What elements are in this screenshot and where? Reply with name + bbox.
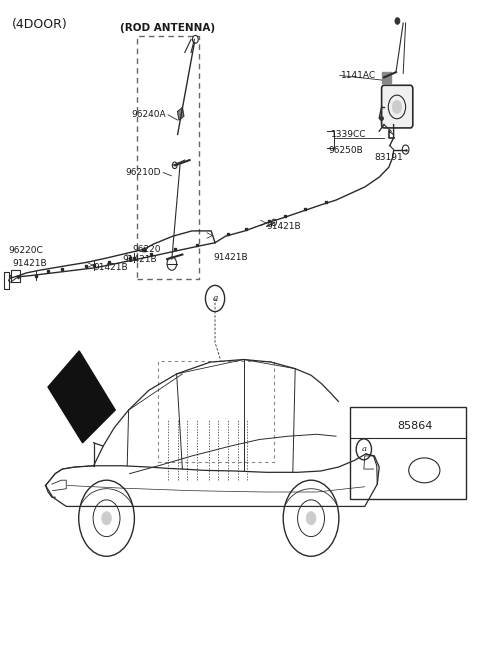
- Text: 96210D: 96210D: [125, 168, 161, 177]
- Text: 1339CC: 1339CC: [331, 130, 367, 139]
- Text: 91421B: 91421B: [122, 255, 157, 264]
- Bar: [158, 361, 274, 462]
- Polygon shape: [48, 351, 115, 443]
- Bar: [350, 407, 466, 499]
- Text: 96250B: 96250B: [329, 146, 363, 155]
- Text: (ROD ANTENNA): (ROD ANTENNA): [120, 23, 216, 33]
- Text: 83191: 83191: [374, 153, 403, 162]
- Circle shape: [395, 18, 400, 24]
- Text: 91421B: 91421B: [214, 253, 248, 262]
- Text: 96220C: 96220C: [9, 246, 43, 255]
- Bar: [137, 36, 199, 279]
- Polygon shape: [178, 108, 184, 120]
- Circle shape: [392, 100, 402, 113]
- Text: 91421B: 91421B: [94, 263, 128, 272]
- Text: (4DOOR): (4DOOR): [12, 18, 68, 31]
- Text: 91421B: 91421B: [266, 222, 301, 231]
- Ellipse shape: [408, 458, 440, 483]
- Circle shape: [102, 512, 111, 525]
- Text: a: a: [361, 445, 366, 453]
- Text: 91421B: 91421B: [12, 259, 47, 268]
- FancyBboxPatch shape: [382, 85, 413, 128]
- Text: 96220: 96220: [132, 245, 161, 254]
- Text: 85864: 85864: [397, 421, 433, 431]
- Polygon shape: [382, 72, 391, 83]
- Text: a: a: [212, 294, 218, 303]
- Circle shape: [306, 512, 316, 525]
- Text: 1141AC: 1141AC: [341, 71, 376, 80]
- Text: 96240A: 96240A: [131, 110, 166, 119]
